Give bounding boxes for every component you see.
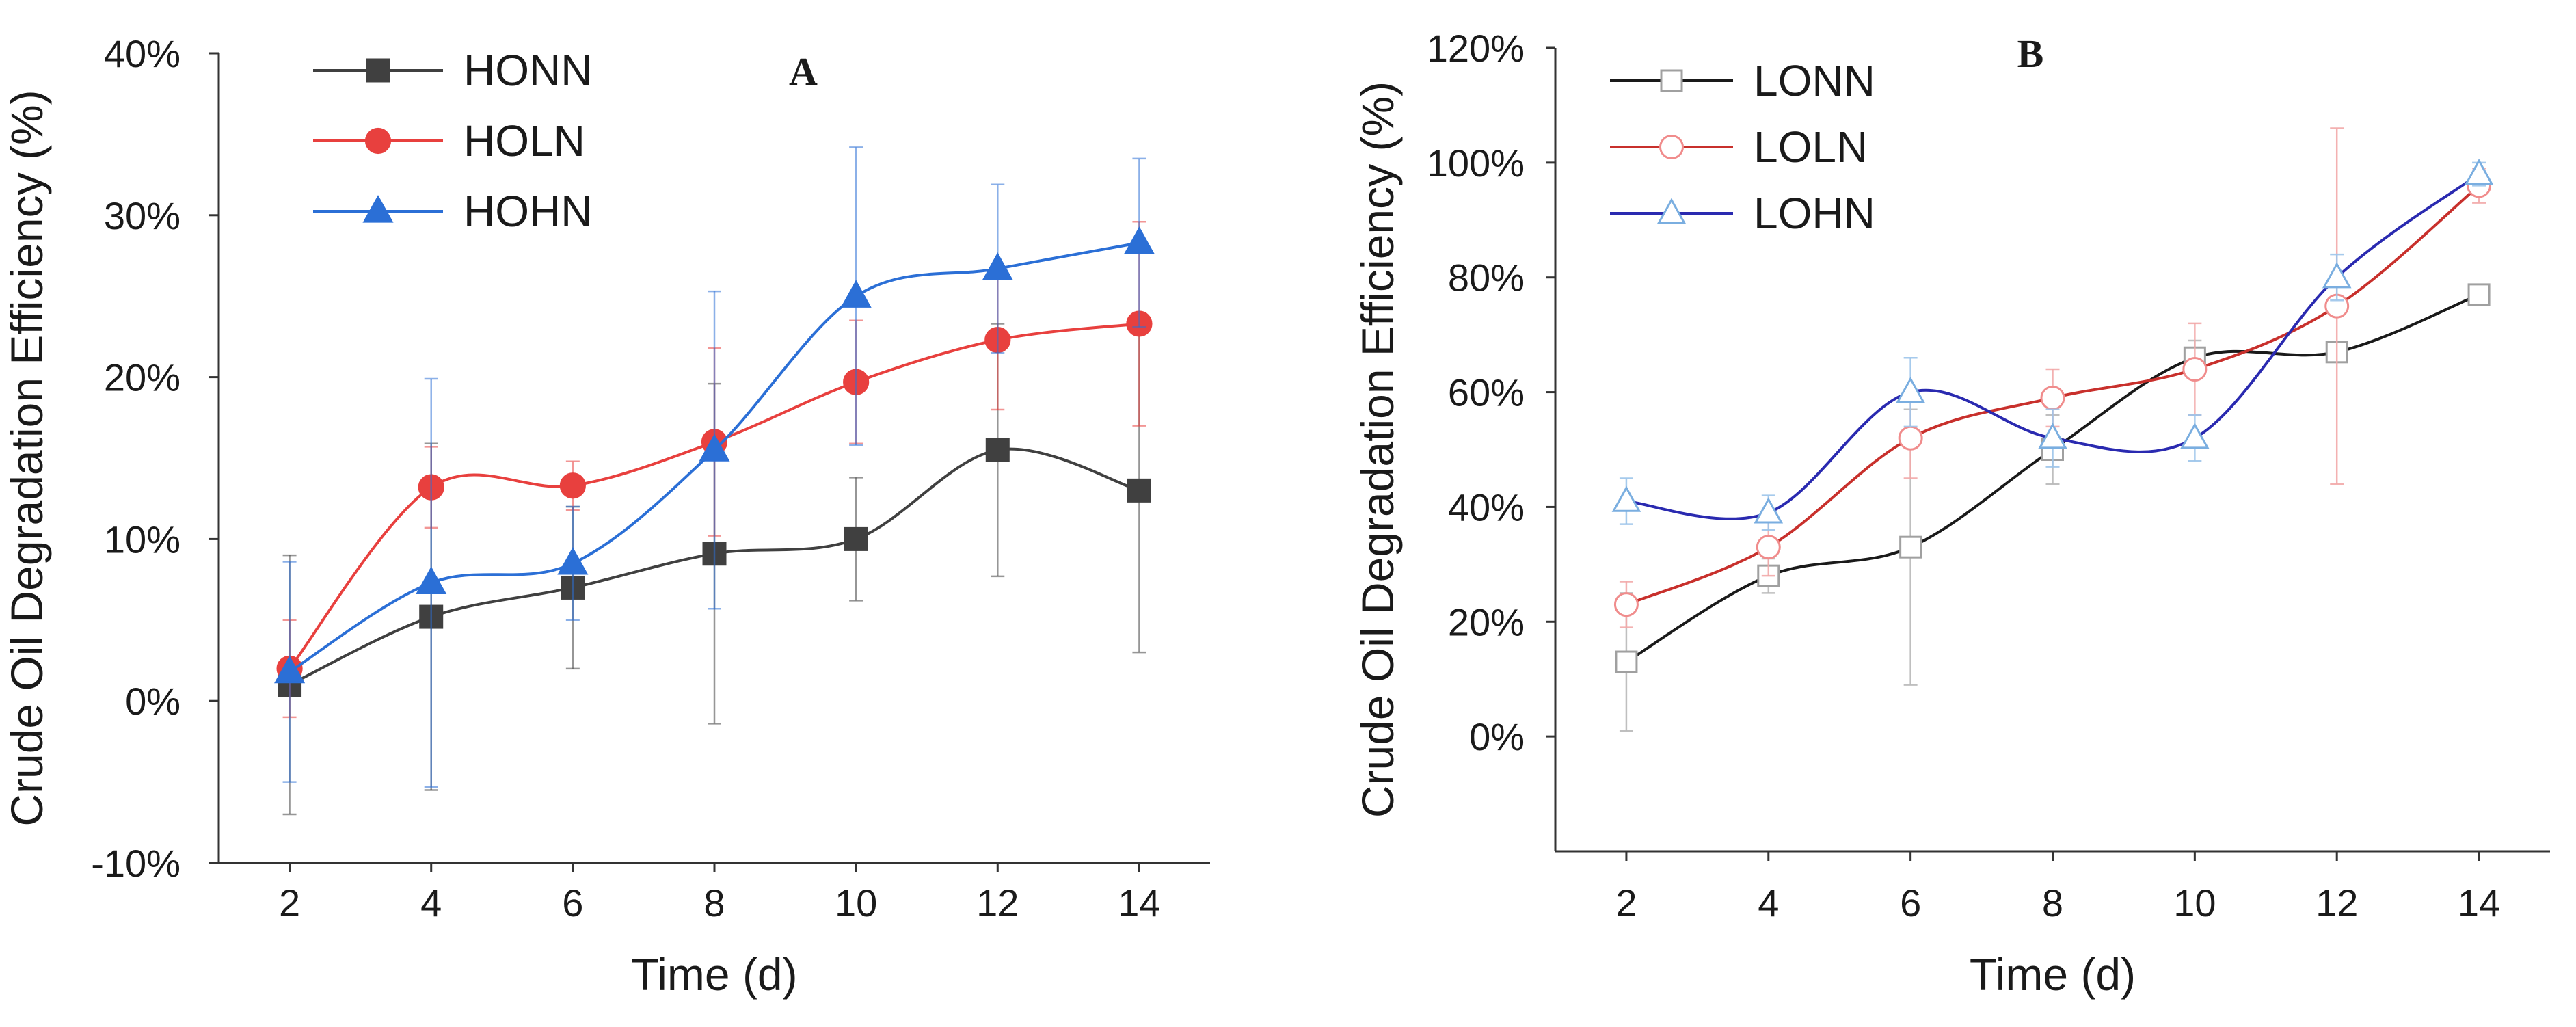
series-lohn	[1611, 159, 2494, 531]
data-point	[274, 655, 306, 684]
panel-letter: B	[2017, 31, 2044, 76]
legend-item: HONN	[313, 46, 592, 95]
data-point	[1127, 478, 1151, 503]
x-tick-label: 10	[835, 881, 877, 924]
y-tick-label: 20%	[1448, 600, 1525, 643]
data-point	[699, 434, 730, 462]
data-point	[557, 547, 589, 575]
legend-label: HOHN	[464, 187, 592, 236]
data-point	[2180, 423, 2210, 449]
legend-marker	[366, 58, 390, 83]
y-tick-label: 80%	[1448, 256, 1525, 299]
data-point	[1123, 226, 1155, 254]
x-tick-label: 4	[1758, 881, 1779, 924]
legend-marker	[1656, 198, 1687, 224]
legend-item: LOLN	[1610, 122, 1868, 172]
legend-label: LONN	[1754, 56, 1875, 105]
legend-item: LONN	[1610, 56, 1875, 105]
legend-label: LOLN	[1754, 122, 1868, 172]
x-tick-label: 4	[420, 881, 442, 924]
data-point	[2467, 283, 2491, 306]
data-point	[1613, 592, 1639, 617]
x-tick-label: 10	[2173, 881, 2216, 924]
data-point	[985, 438, 1010, 462]
x-tick-label: 12	[976, 881, 1019, 924]
x-tick-label: 2	[1615, 881, 1637, 924]
legend-label: HONN	[464, 46, 592, 95]
y-tick-label: 40%	[1448, 485, 1525, 529]
y-tick-label: 120%	[1427, 27, 1525, 70]
data-point	[1756, 535, 1781, 560]
legend-label: HOLN	[464, 116, 585, 165]
y-tick-label: -10%	[91, 842, 180, 885]
legend-marker	[364, 127, 392, 155]
data-point	[840, 280, 872, 308]
data-point	[559, 472, 586, 499]
data-point	[2464, 159, 2494, 185]
legend-label: LOHN	[1754, 189, 1875, 238]
x-tick-label: 8	[703, 881, 725, 924]
data-point	[2040, 385, 2065, 410]
data-point	[982, 252, 1013, 280]
data-point	[2038, 423, 2067, 449]
x-axis-title: Time (d)	[631, 949, 797, 1000]
y-tick-label: 0%	[1469, 715, 1525, 758]
data-point	[2322, 262, 2352, 289]
y-tick-label: 0%	[125, 680, 180, 723]
data-point	[1898, 425, 1923, 451]
y-axis-title: Crude Oil Degradation Efficiency (%)	[1352, 81, 1403, 818]
y-tick-label: 60%	[1448, 371, 1525, 414]
x-tick-label: 6	[1900, 881, 1921, 924]
y-tick-label: 100%	[1427, 142, 1525, 185]
y-tick-label: 40%	[104, 32, 180, 75]
chart-panel-b: 0% 20% 40% 60% 80% 100% 120% 2 4 6 8 10 12 14 Time (d)…	[1352, 27, 2550, 1000]
data-point	[1754, 497, 1784, 524]
legend-marker	[1660, 69, 1683, 92]
data-point	[1611, 485, 1641, 512]
legend-item: LOHN	[1610, 189, 1875, 238]
series-hohn	[274, 146, 1155, 788]
x-tick-label: 8	[2042, 881, 2063, 924]
data-point	[1896, 376, 1925, 403]
y-tick-label: 20%	[104, 356, 180, 399]
legend-marker	[1659, 135, 1684, 159]
x-tick-label: 2	[279, 881, 300, 924]
y-axis-title: Crude Oil Degradation Efficiency (%)	[1, 90, 52, 826]
y-tick-label: 30%	[104, 194, 180, 237]
x-tick-label: 14	[1118, 881, 1160, 924]
chart-panel-a: -10% 0% 10% 20% 30% 40% 2 4 6 8 10 12 14 Time (d) Crud…	[1, 32, 1210, 1000]
x-tick-label: 14	[2458, 881, 2500, 924]
data-point	[844, 526, 868, 551]
data-point	[1615, 650, 1638, 673]
panel-letter: A	[789, 49, 818, 94]
legend-item: HOLN	[313, 116, 585, 165]
x-tick-label: 12	[2316, 881, 2358, 924]
data-point	[2182, 357, 2208, 382]
x-tick-label: 6	[562, 881, 583, 924]
legend-item: HOHN	[313, 187, 592, 236]
legend-marker	[362, 195, 394, 223]
y-tick-label: 10%	[104, 518, 180, 561]
data-point	[416, 566, 447, 594]
data-point	[1899, 535, 1922, 559]
x-axis-title: Time (d)	[1970, 949, 2136, 1000]
